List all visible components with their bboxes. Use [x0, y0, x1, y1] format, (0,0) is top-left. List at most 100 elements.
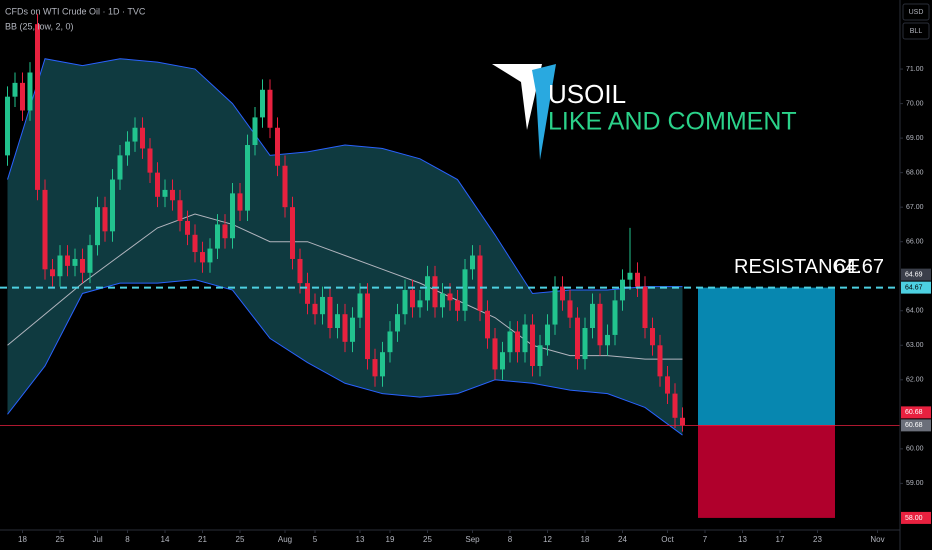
y-tick-label: 59.00 [906, 480, 924, 487]
candle-body [245, 145, 250, 211]
candle-body [395, 314, 400, 332]
candle-body [417, 300, 423, 308]
candle-body [27, 72, 33, 111]
x-tick-label: Oct [661, 535, 674, 544]
price-badge [901, 281, 931, 294]
candle-body [87, 245, 93, 273]
candle-body [20, 82, 25, 111]
candle-body [185, 220, 190, 235]
candle-body [342, 314, 348, 342]
candle-body [312, 303, 318, 315]
candle-body [290, 207, 295, 259]
candle-body [117, 155, 123, 180]
candle-body [125, 141, 130, 156]
candle-body [72, 258, 78, 266]
y-tick-label: 64.00 [906, 308, 924, 315]
profit-zone [698, 287, 835, 426]
y-tick-label: 63.00 [906, 342, 924, 349]
candle-body [5, 96, 10, 156]
x-tick-label: 25 [236, 535, 245, 544]
bollinger-layer [7, 58, 683, 436]
candle-body [237, 193, 243, 211]
candle-body [462, 269, 468, 311]
x-tick-label: 5 [313, 535, 318, 544]
y-tick-label: 68.00 [906, 169, 924, 176]
y-tick-label: 62.00 [906, 377, 924, 384]
unit-box[interactable] [902, 22, 930, 40]
x-tick-label: 13 [356, 535, 365, 544]
candle-body [470, 255, 475, 270]
x-tick-label: 18 [18, 535, 27, 544]
candle-body [357, 293, 363, 318]
candle-body [305, 283, 310, 304]
band-fill [7, 58, 683, 436]
x-tick-label: 25 [423, 535, 432, 544]
candle-body [642, 286, 648, 329]
candle-body [380, 352, 385, 377]
indicator-label: BB (25, low, 2, 0) [5, 21, 74, 31]
x-tick-label: 8 [508, 535, 513, 544]
candle-body [57, 255, 63, 277]
candle-body [177, 200, 183, 221]
logo-shape [492, 64, 542, 130]
candle-body [620, 279, 625, 301]
candle-body [590, 303, 595, 329]
candle-body [42, 189, 48, 270]
x-tick-label: 23 [813, 535, 822, 544]
candle-body [215, 224, 220, 249]
x-tick-label: Aug [278, 535, 292, 544]
candle-body [65, 255, 70, 266]
candle-body [545, 324, 550, 346]
logo-subtitle: LIKE AND COMMENT [548, 108, 797, 136]
candle-body [102, 207, 108, 232]
candle-body [282, 165, 288, 208]
x-tick-label: Nov [870, 535, 884, 544]
unit[interactable]: BLL [910, 28, 923, 35]
candle-body [275, 127, 280, 166]
candle-body [575, 317, 580, 360]
x-tick-label: 13 [738, 535, 747, 544]
candle-body [597, 303, 603, 346]
x-tick-label: Jul [92, 535, 102, 544]
candle-body [252, 117, 258, 146]
candle-body [335, 314, 340, 329]
candle-body [680, 417, 685, 426]
candle-body [297, 258, 303, 284]
currency[interactable]: USD [909, 9, 924, 16]
candle-body [170, 189, 175, 201]
candle-body [95, 207, 100, 246]
candle-body [140, 127, 145, 149]
candle-body [567, 300, 573, 318]
candle-body [492, 338, 498, 370]
candle-body [455, 300, 460, 311]
candle-body [12, 82, 18, 97]
y-tick-label: 70.00 [906, 100, 924, 107]
candle-body [402, 290, 408, 315]
candle-body [515, 331, 520, 353]
candle-body [320, 296, 325, 315]
candle-body [222, 224, 228, 239]
bollinger-middle [7, 213, 683, 360]
price-badge [901, 406, 931, 419]
candle-body [605, 334, 610, 346]
x-tick-label: 7 [703, 535, 708, 544]
price-badge-label: 60.68 [905, 409, 923, 416]
price-badge [901, 268, 931, 281]
candle-body [80, 258, 85, 273]
candle-body [50, 269, 55, 277]
candle-body [530, 324, 535, 366]
candle-body [507, 331, 513, 353]
candle-body [665, 376, 670, 394]
x-tick-label: 17 [776, 535, 785, 544]
currency-box[interactable] [902, 3, 930, 21]
candle-body [35, 24, 40, 190]
resistance-value: 64.67 [834, 256, 884, 278]
logo-shape [532, 64, 556, 160]
candle-body [672, 393, 678, 418]
x-tick-label: 21 [198, 535, 207, 544]
x-tick-label: 24 [618, 535, 627, 544]
candle-body [230, 193, 235, 239]
candle-body [192, 234, 198, 253]
candle-body [635, 272, 640, 287]
